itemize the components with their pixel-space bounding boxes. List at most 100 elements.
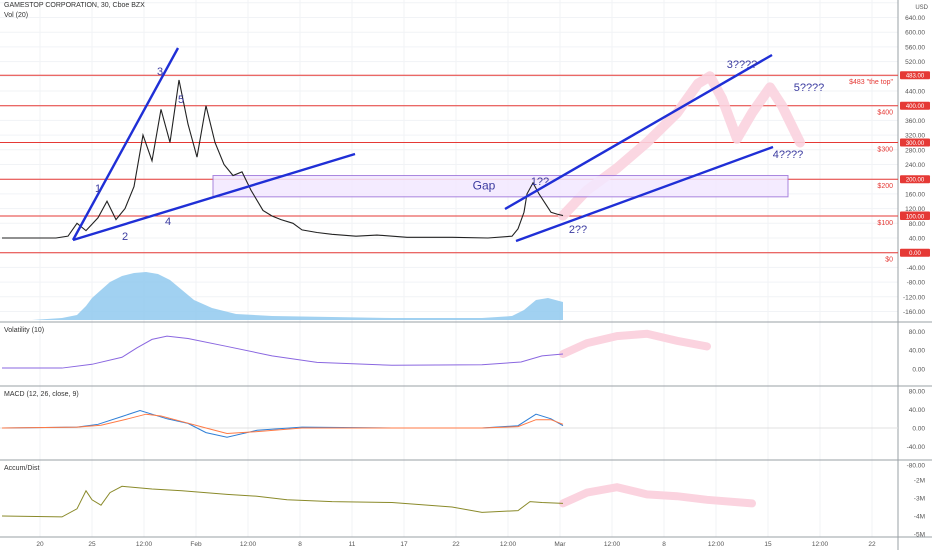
price-tick: 40.00 [909, 236, 926, 243]
time-tick: 12:00 [240, 541, 257, 548]
accum-line [1, 485, 564, 518]
price-badge [900, 175, 930, 184]
gap-label: Gap [473, 178, 496, 192]
price-badge [900, 211, 930, 220]
accum-tick: -4M [914, 514, 925, 521]
wave-label: 3???? [727, 59, 758, 71]
time-tick: Mar [554, 541, 566, 548]
level-label: $483 "the top" [849, 79, 893, 86]
price-projection [558, 71, 805, 221]
price-tick: 160.00 [905, 191, 925, 198]
price-tick: 440.00 [905, 89, 925, 96]
chart-title: GAMESTOP CORPORATION, 30, Cboe BZX [4, 2, 145, 9]
price-badge-text: 0.00 [909, 251, 921, 257]
price-badge [900, 101, 930, 110]
time-tick: 8 [662, 541, 666, 548]
wave-label: 3 [157, 66, 163, 78]
volatility-line [2, 335, 564, 369]
accum-tick: -3M [914, 496, 925, 503]
price-tick: 600.00 [905, 30, 925, 37]
time-tick: 12:00 [500, 541, 517, 548]
price-tick: 560.00 [905, 44, 925, 51]
time-tick: 15 [764, 541, 772, 548]
time-tick: 11 [349, 541, 356, 548]
price-series [2, 79, 564, 239]
time-tick: 12:00 [708, 541, 725, 548]
wave-label: 5???? [794, 82, 825, 94]
wave-label: 5 [178, 94, 184, 106]
price-badge [900, 138, 930, 147]
price-axis: USD640.00600.00560.00520.00480.00440.004… [900, 5, 930, 539]
accum-tick: -5M [914, 532, 925, 539]
macd-tick: 0.00 [912, 426, 925, 433]
time-tick: 20 [36, 541, 44, 548]
time-axis: 20 25 12:00 Feb 12:00 8 11 17 22 12:00 Mar 12:00 8 12… [36, 541, 876, 548]
gap-rect [212, 175, 789, 198]
gap-box: Gap [212, 175, 789, 198]
volume-area [2, 272, 563, 320]
wave-label: 2?? [569, 224, 587, 236]
volatility-label: Volatility (10) [4, 327, 44, 334]
time-tick: 25 [88, 541, 96, 548]
indicator-panes: Volatility (10) MACD (12, 26, close, 9) Ac… [0, 327, 898, 518]
wave-label: 2 [122, 231, 128, 243]
volume-bars [2, 272, 563, 320]
price-badge-text: 300.00 [906, 141, 925, 147]
accum-tick: -2M [914, 478, 925, 485]
price-badge-text: 200.00 [906, 178, 925, 184]
trendline [515, 145, 774, 243]
price-tick: 640.00 [905, 15, 925, 22]
price-tick: -40.00 [907, 265, 926, 272]
wave-label: 1?? [531, 176, 549, 188]
trendlines[interactable] [71, 47, 774, 243]
level-label: $300 [877, 146, 893, 153]
macd-signal [1, 413, 564, 435]
time-tick: 22 [452, 541, 460, 548]
macd-tick: -40.00 [907, 444, 926, 451]
time-tick: 8 [298, 541, 302, 548]
price-tick: -80.00 [907, 280, 926, 287]
price-tick: 520.00 [905, 59, 925, 66]
volatility-projection [559, 329, 711, 358]
price-tick: 280.00 [905, 147, 925, 154]
price-tick: 120.00 [905, 206, 925, 213]
price-tick: -160.00 [903, 309, 925, 316]
trendline [72, 152, 356, 242]
price-badge-text: 483.00 [906, 74, 925, 80]
volatility-tick: 80.00 [909, 329, 926, 336]
price-badge-text: 100.00 [906, 214, 925, 220]
currency-label: USD [915, 5, 928, 11]
price-tick: 320.00 [905, 133, 925, 140]
price-badge [900, 248, 930, 257]
trendline [504, 53, 773, 211]
time-tick: 12:00 [136, 541, 153, 548]
price-line [2, 79, 564, 239]
time-tick: 12:00 [604, 541, 621, 548]
wave-label: 4???? [773, 149, 804, 161]
volatility-tick: 0.00 [912, 367, 925, 374]
price-tick: 240.00 [905, 162, 925, 169]
macd-tick: 40.00 [909, 407, 926, 414]
time-tick: 12:00 [812, 541, 829, 548]
volatility-tick: 40.00 [909, 348, 926, 355]
level-label: $400 [877, 110, 893, 117]
volume-label: Vol (20) [4, 12, 29, 19]
macd-tick: 80.00 [909, 389, 926, 396]
price-tick: 80.00 [909, 221, 926, 228]
price-badge-text: 400.00 [906, 104, 925, 110]
level-label: $200 [877, 183, 893, 190]
accum-projection [559, 483, 756, 508]
macd-label: MACD (12, 26, close, 9) [4, 391, 79, 398]
price-tick: 360.00 [905, 118, 925, 125]
accum-label: Accum/Dist [4, 465, 39, 472]
trendline [71, 47, 180, 241]
level-label: $0 [885, 257, 893, 264]
time-tick: 22 [868, 541, 876, 548]
wave-label: 1 [95, 183, 101, 195]
wave-label: 4 [165, 216, 171, 228]
projection-paths [558, 71, 805, 221]
price-tick: -120.00 [903, 294, 925, 301]
macd-line [1, 409, 564, 438]
level-label: $100 [877, 220, 893, 227]
